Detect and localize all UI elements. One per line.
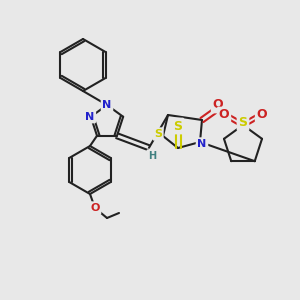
- Text: O: O: [257, 109, 267, 122]
- Text: S: S: [154, 129, 162, 139]
- Text: O: O: [90, 203, 100, 213]
- Text: O: O: [219, 109, 229, 122]
- Text: N: N: [85, 112, 94, 122]
- Text: S: S: [238, 116, 247, 130]
- Text: O: O: [213, 98, 223, 112]
- Text: S: S: [173, 119, 182, 133]
- Text: N: N: [197, 139, 207, 149]
- Text: H: H: [148, 151, 156, 161]
- Text: N: N: [102, 100, 112, 110]
